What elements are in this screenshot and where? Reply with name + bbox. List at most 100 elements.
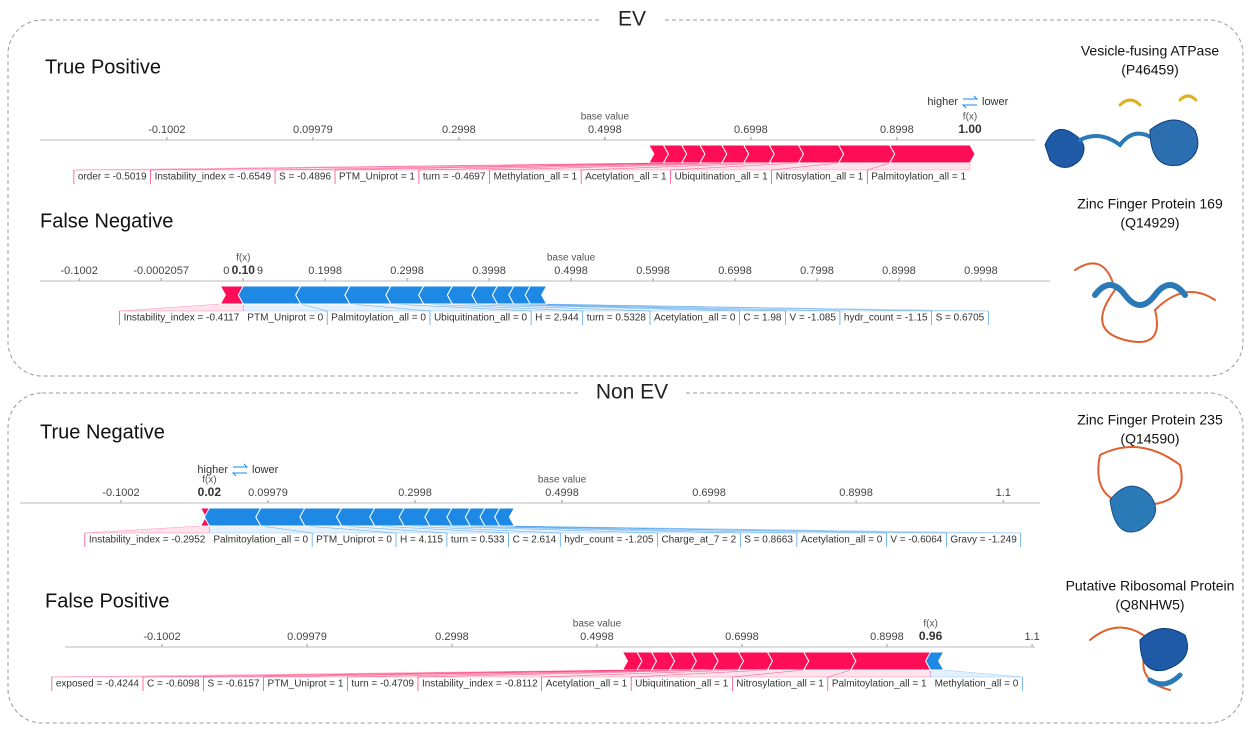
feature-label: Charge_at_7 = 2 — [661, 535, 736, 546]
x-tick-label: -0.1002 — [102, 487, 139, 499]
x-tick-label: 0.1998 — [308, 265, 342, 277]
feature-label: PTM_Uniprot = 0 — [316, 535, 392, 546]
feature-label: Acetylation_all = 1 — [585, 172, 667, 183]
feature-label: Palmitoylation_all = 0 — [213, 535, 308, 546]
force-bar — [888, 144, 976, 164]
section-label: Non EV — [596, 381, 668, 404]
feature-label: hydr_count = -1.205 — [564, 535, 654, 546]
force-bar — [797, 144, 845, 164]
feature-label: Acetylation_all = 0 — [654, 313, 736, 324]
x-tick-label: -0.0002057 — [133, 265, 189, 277]
protein-name: (Q14590) — [1120, 431, 1179, 447]
x-tick-label: 0.4998 — [545, 487, 579, 499]
x-tick-label: 0.6998 — [725, 631, 759, 643]
x-tick-label: 0.2998 — [435, 631, 469, 643]
feature-label: Ubiquitination_all = 1 — [635, 679, 729, 690]
feature-label: PTM_Uniprot = 1 — [268, 679, 344, 690]
force-bar — [925, 651, 945, 671]
legend-arrow — [961, 95, 979, 109]
feature-label: S = -0.6157 — [208, 679, 260, 690]
feature-label: H = 4.115 — [400, 535, 443, 546]
feature-label: V = -0.6064 — [890, 535, 942, 546]
force-bar — [850, 651, 937, 671]
force-bar — [494, 507, 516, 527]
output-label: f(x) — [202, 475, 216, 486]
feature-label: PTM_Uniprot = 0 — [247, 313, 323, 324]
feature-label: Instability_index = -0.4117 — [124, 313, 240, 324]
feature-label: S = -0.4896 — [279, 172, 331, 183]
base-value-label: base value — [547, 253, 596, 264]
x-tick-label: 0.4998 — [588, 124, 622, 136]
output-label: f(x) — [236, 253, 250, 264]
force-bar — [237, 285, 302, 305]
force-bar — [737, 651, 774, 671]
feature-label: Acetylation_all = 1 — [546, 679, 628, 690]
x-tick-label: 0.8998 — [839, 487, 873, 499]
label-link — [119, 303, 244, 312]
feature-label: Instability_index = -0.8112 — [422, 679, 538, 690]
x-tick-label: 0.8998 — [880, 124, 914, 136]
x-tick-label: 0.9998 — [964, 265, 998, 277]
output-value: 0.96 — [919, 629, 943, 643]
output-value: 0.10 — [232, 263, 256, 277]
x-tick-label: 1.1 — [1024, 631, 1039, 643]
force-bar — [766, 651, 810, 671]
force-bar — [837, 144, 896, 164]
legend-label: higher — [197, 464, 228, 476]
chart-title: True Positive — [45, 56, 161, 78]
force-bar — [524, 285, 548, 305]
section-label-bg — [580, 379, 684, 407]
output-value: 0.02 — [198, 485, 222, 499]
output-bg — [229, 264, 258, 278]
feature-label: V = -1.085 — [790, 313, 837, 324]
force-bar — [385, 285, 425, 305]
feature-label: Ubiquitination_all = 1 — [675, 172, 769, 183]
x-tick-label: 0.8998 — [870, 631, 904, 643]
feature-label: Instability_index = -0.2952 — [89, 535, 206, 546]
feature-label: Gravy = -1.249 — [950, 535, 1017, 546]
feature-label: Palmitoylation_all = 1 — [832, 679, 927, 690]
legend-arrow — [231, 463, 249, 477]
x-tick-label: 0.4998 — [554, 265, 588, 277]
output-bg — [916, 630, 945, 644]
x-tick-label: 0.2998 — [390, 265, 424, 277]
chart-title: False Positive — [45, 590, 170, 612]
output-value: 1.00 — [958, 122, 982, 136]
force-bar — [255, 507, 306, 527]
x-tick-label: -0.1002 — [61, 265, 98, 277]
feature-label: Methylation_all = 1 — [493, 172, 577, 183]
feature-label: order = -0.5019 — [78, 172, 147, 183]
feature-label: Methylation_all = 0 — [935, 679, 1019, 690]
feature-label: C = 2.614 — [513, 535, 557, 546]
x-tick-label: 0.09979 — [248, 487, 288, 499]
feature-label: S = 0.6705 — [936, 313, 985, 324]
protein-image — [1044, 94, 1216, 691]
feature-label: PTM_Uniprot = 1 — [339, 172, 415, 183]
feature-label: Palmitoylation_all = 0 — [331, 313, 426, 324]
base-value-label: base value — [573, 619, 622, 630]
chart-title: True Negative — [40, 421, 165, 443]
x-tick-label: 0.6998 — [692, 487, 726, 499]
feature-label: turn = -0.4697 — [423, 172, 486, 183]
x-tick-label: 0.2998 — [398, 487, 432, 499]
protein-name: (P46459) — [1121, 62, 1179, 78]
feature-label: turn = 0.533 — [451, 535, 505, 546]
force-bar — [742, 144, 775, 164]
x-tick-label: 1.1 — [996, 487, 1011, 499]
feature-label: hydr_count = -1.15 — [844, 313, 928, 324]
protein-name: (Q8NHW5) — [1115, 597, 1184, 613]
feature-label: turn = 0.5328 — [587, 313, 647, 324]
x-tick-label: 0.5998 — [636, 265, 670, 277]
feature-label: Instability_index = -0.6549 — [155, 172, 272, 183]
feature-label: Palmitoylation_all = 1 — [871, 172, 966, 183]
force-bar — [802, 651, 857, 671]
section-label: EV — [618, 8, 646, 31]
x-tick-label: 0.6998 — [734, 124, 768, 136]
feature-label: turn = -0.4709 — [351, 679, 414, 690]
protein-name: Zinc Finger Protein 235 — [1077, 412, 1223, 428]
label-link — [84, 525, 210, 534]
x-tick-label: 0.7998 — [800, 265, 834, 277]
protein-name: (Q14929) — [1120, 215, 1179, 231]
x-tick-label: 0.6998 — [718, 265, 752, 277]
